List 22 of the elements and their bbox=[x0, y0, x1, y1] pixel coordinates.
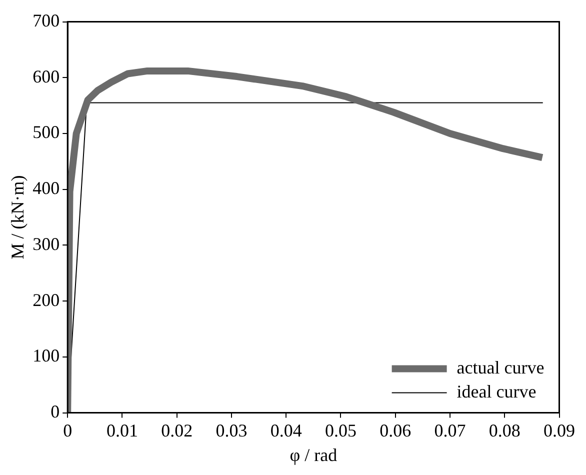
x-tick-label: 0.02 bbox=[161, 420, 193, 440]
x-axis-title: φ / rad bbox=[290, 444, 338, 465]
x-tick-label: 0.09 bbox=[544, 420, 575, 440]
y-tick-label: 100 bbox=[32, 346, 60, 366]
x-tick-label: 0.07 bbox=[434, 420, 466, 440]
y-axis-title: M / (kN·m) bbox=[8, 175, 28, 260]
y-tick-label: 500 bbox=[32, 122, 60, 142]
y-tick-label: 0 bbox=[50, 402, 60, 422]
y-tick-label: 300 bbox=[32, 234, 60, 254]
y-tick-label: 700 bbox=[32, 10, 60, 31]
y-tick-label: 200 bbox=[32, 290, 60, 310]
legend-label: ideal curve bbox=[456, 382, 536, 402]
legend-label: actual curve bbox=[456, 358, 544, 378]
x-tick-label: 0.05 bbox=[324, 420, 356, 440]
x-tick-label: 0.08 bbox=[488, 420, 520, 440]
x-tick-label: 0.03 bbox=[216, 420, 248, 440]
y-tick-label: 400 bbox=[32, 178, 60, 198]
y-tick-label: 600 bbox=[32, 66, 60, 86]
x-tick-label: 0.01 bbox=[106, 420, 138, 440]
x-tick-label: 0 bbox=[63, 420, 72, 440]
x-tick-label: 0.04 bbox=[270, 420, 302, 440]
x-tick-label: 0.06 bbox=[380, 420, 412, 440]
